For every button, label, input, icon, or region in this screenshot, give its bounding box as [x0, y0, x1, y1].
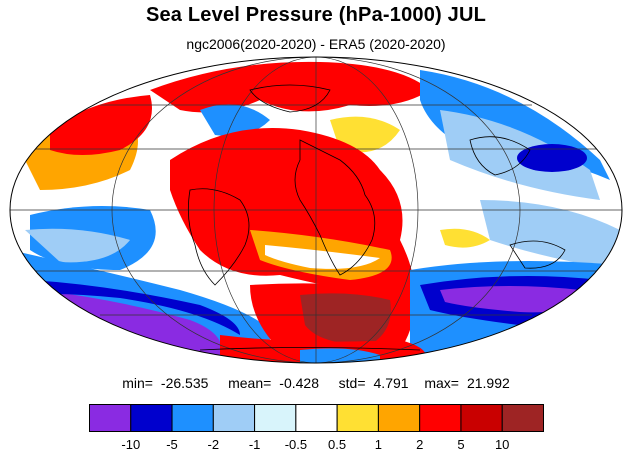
colorbar-swatch [336, 404, 379, 432]
europe-yellow [330, 116, 400, 153]
colorbar-swatch [377, 404, 421, 432]
std-label: std= [338, 375, 366, 391]
colorbar-tick-label: 1 [374, 437, 383, 452]
colorbar-swatch [460, 404, 503, 432]
colorbar-swatch [212, 404, 256, 432]
colorbar-tick-label: -10 [121, 437, 141, 452]
colorbar-tick-label: -0.5 [284, 437, 308, 452]
mean-value: -0.428 [279, 375, 319, 391]
min-value: -26.535 [160, 375, 209, 391]
mean-label: mean= [228, 375, 272, 391]
colorbar-tick-label: 10 [494, 437, 510, 452]
north-pacific-low [517, 144, 587, 172]
mollweide-map [9, 56, 623, 364]
colorbar-swatch [254, 404, 297, 432]
min-label: min= [122, 375, 153, 391]
colorbar-swatch [130, 404, 173, 432]
colorbar-swatch [501, 404, 544, 432]
statistics-line: min= -26.535 mean= -0.428 std= 4.791 max= 21… [0, 375, 632, 391]
indian-ocean-yellow [440, 228, 490, 248]
std-value: 4.791 [373, 375, 409, 391]
colorbar-tick-label: 5 [457, 437, 465, 452]
colorbar-tick-label: -5 [166, 437, 178, 452]
west-red-patch [50, 95, 152, 155]
arctic-red-region [150, 61, 430, 113]
colorbar-swatch [89, 404, 132, 432]
colorbar-swatch [295, 404, 338, 432]
colorbar-tick-label: 2 [416, 437, 424, 452]
max-value: 21.992 [466, 375, 510, 391]
globe-outline [9, 56, 623, 364]
coastlines [187, 84, 566, 351]
map-subtitle: ngc2006(2020-2020) - ERA5 (2020-2020) [186, 36, 446, 52]
map-title: Sea Level Pressure (hPa-1000) JUL [145, 4, 487, 26]
colorbar-tick-label: 0.5 [328, 437, 347, 452]
colorbar-tick-label: -2 [207, 437, 220, 452]
central-white-gap [265, 245, 380, 269]
east-indian-light [480, 200, 620, 270]
colorbar-swatch [419, 404, 462, 432]
pacific-light-band [25, 228, 130, 263]
max-label: max= [424, 375, 459, 391]
antarctic-blue [300, 348, 380, 363]
south-atlantic-high [300, 293, 391, 345]
north-atlantic-blue [200, 104, 270, 136]
colorbar-tick-label: -1 [248, 437, 261, 452]
colorbar [89, 404, 544, 432]
southern-pacific-navy [30, 280, 240, 335]
colorbar-swatch [171, 404, 214, 432]
